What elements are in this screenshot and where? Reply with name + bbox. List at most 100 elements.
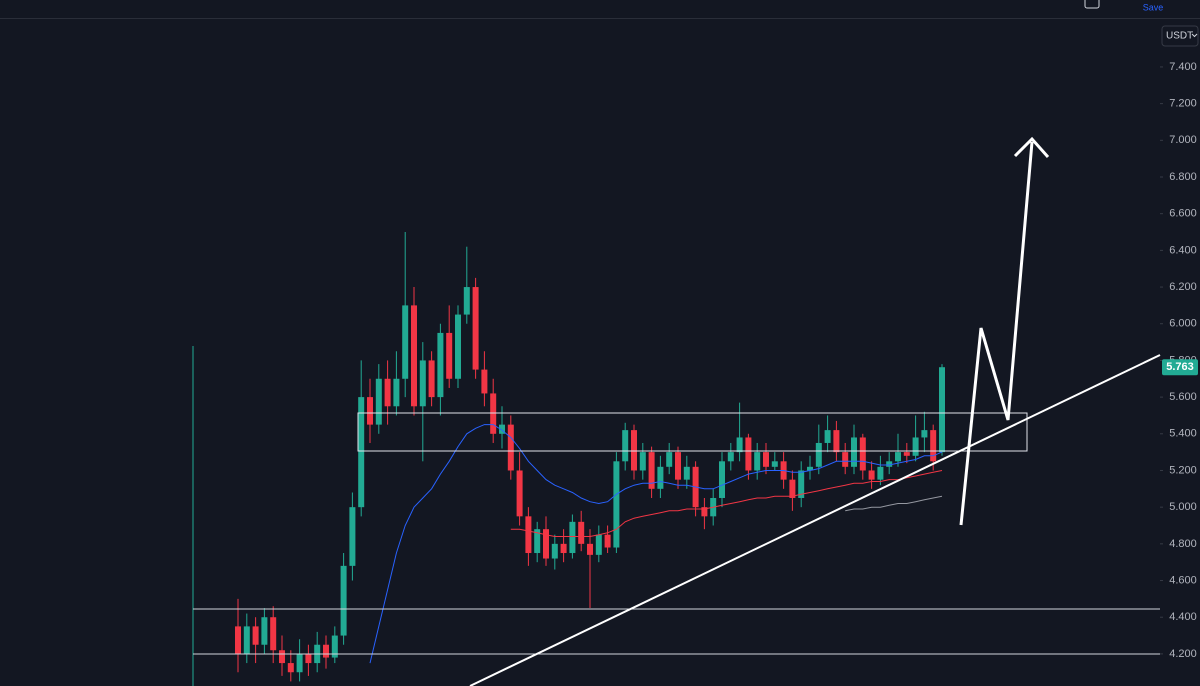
candle-body [411, 305, 417, 407]
candle-body [675, 452, 681, 480]
y-tick-label: 6.200 [1169, 281, 1197, 293]
candle-body [771, 461, 778, 467]
candle-body [287, 663, 294, 673]
candle-body [921, 430, 928, 438]
candle-body [868, 470, 875, 480]
candle-body [455, 314, 461, 379]
currency-label[interactable]: USDT [1166, 31, 1193, 42]
last-price-label: 5.763 [1166, 361, 1194, 373]
candle-body [824, 430, 831, 443]
candle-body [560, 543, 567, 554]
candle-body [639, 452, 646, 471]
candle-body [569, 521, 576, 554]
candle-body [323, 644, 329, 658]
candle-body [481, 369, 488, 394]
candle-body [727, 452, 734, 462]
dropdown-arrow [1191, 33, 1198, 38]
trend-line [469, 354, 1161, 686]
candle-body [939, 367, 945, 453]
candle-body [349, 507, 356, 566]
candle-body [375, 378, 382, 425]
candle-body [833, 430, 840, 453]
candle-body [358, 397, 365, 508]
candle-body [859, 437, 866, 471]
candle-body [587, 543, 593, 555]
candle-body [507, 424, 514, 471]
y-tick-label: 7.400 [1169, 61, 1197, 73]
save-button[interactable]: Save [1143, 2, 1164, 12]
candle-body [754, 452, 761, 471]
candle-body [877, 466, 884, 480]
candle-body [243, 626, 250, 654]
candle-body [402, 305, 409, 379]
candle-body [551, 543, 558, 559]
candle-body [657, 466, 664, 489]
candle-body [666, 452, 673, 467]
candle-body [912, 437, 919, 456]
candle-body [719, 461, 725, 498]
candle-body [261, 617, 268, 645]
y-tick-label: 5.400 [1169, 428, 1197, 440]
y-tick-label: 6.600 [1169, 208, 1197, 220]
candle-body [534, 529, 541, 554]
candle-body [499, 424, 505, 434]
drawings [193, 136, 1161, 686]
candle-body [745, 437, 752, 471]
candle-body [798, 470, 805, 498]
y-tick-label: 5.200 [1169, 464, 1197, 476]
last-price-box [1162, 359, 1198, 376]
candle-body [463, 287, 470, 315]
candle-body [851, 437, 857, 467]
candle-body [384, 378, 391, 407]
candle-body [807, 466, 813, 471]
projection-arrowhead [1013, 136, 1050, 158]
range-box [357, 412, 1028, 452]
currency-box[interactable] [1161, 25, 1199, 47]
y-tick-label: 5.000 [1169, 501, 1197, 513]
y-tick-label: 4.600 [1169, 574, 1197, 586]
y-tick-label: 6.800 [1169, 171, 1197, 183]
candle-body [622, 430, 629, 462]
moving-average-line [369, 424, 943, 664]
candle-body [683, 466, 690, 480]
candle-body [789, 479, 796, 498]
candle-body [815, 442, 822, 467]
candle-body [472, 287, 479, 370]
candle-body [393, 378, 400, 407]
projection-path [959, 141, 1034, 526]
candle-body [252, 626, 259, 645]
candle-body [543, 529, 549, 559]
candle-body [331, 635, 338, 658]
candle-body [305, 653, 312, 664]
y-tick-label: 4.200 [1169, 648, 1197, 660]
candle-body [437, 332, 444, 398]
candle-body [419, 360, 426, 407]
candle-body [930, 430, 937, 462]
candle-body [446, 332, 453, 379]
candle-body [895, 452, 901, 462]
candle-body [270, 617, 277, 651]
y-tick-label: 6.000 [1169, 318, 1197, 330]
checkbox[interactable] [1084, 0, 1100, 9]
y-tick-label: 4.800 [1169, 538, 1197, 550]
candle-body [367, 397, 373, 425]
candle-body [235, 626, 241, 654]
candle-body [842, 452, 849, 467]
candle-body [631, 430, 637, 471]
candle-body [578, 521, 585, 544]
candle-body [279, 650, 285, 664]
y-tick-label: 6.400 [1169, 244, 1197, 256]
candle-body [648, 452, 655, 489]
candle-body [701, 507, 708, 517]
y-tick-label: 7.000 [1169, 134, 1197, 146]
candle-body [340, 565, 347, 636]
candle-body [516, 470, 523, 517]
candle-body [903, 452, 910, 456]
y-tick-label: 4.400 [1169, 611, 1197, 623]
candle-body [613, 461, 620, 548]
candle-body [763, 452, 769, 467]
candle-body [886, 461, 893, 467]
top-bar [0, 0, 1200, 18]
